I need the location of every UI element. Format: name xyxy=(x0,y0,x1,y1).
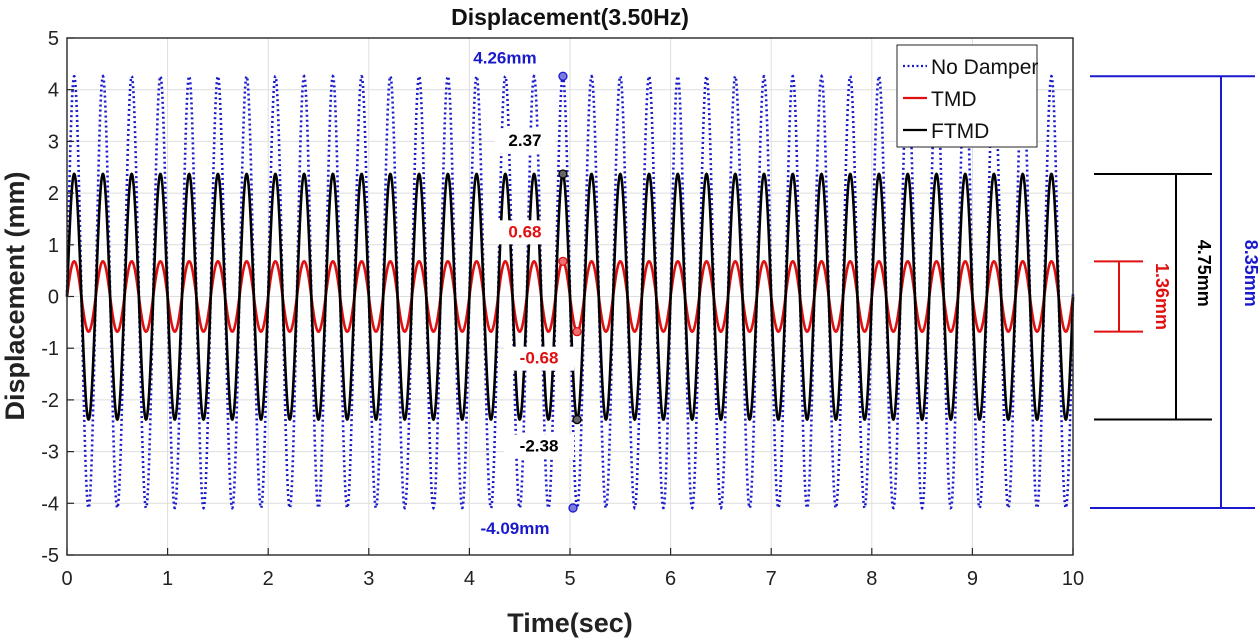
annotation-label: 0.68 xyxy=(508,222,541,241)
data-marker xyxy=(558,71,568,81)
annotation-label: 2.37 xyxy=(508,131,541,150)
y-tick-label: -5 xyxy=(41,545,59,567)
x-tick-label: 5 xyxy=(564,568,575,590)
y-tick-label: -2 xyxy=(41,390,59,412)
annotation-label: -0.68 xyxy=(520,349,559,368)
y-tick-label: -3 xyxy=(41,442,59,464)
chart-title: Displacement(3.50Hz) xyxy=(451,4,689,30)
annotation-label: -2.38 xyxy=(520,437,559,456)
legend-label: TMD xyxy=(931,88,977,111)
x-tick-label: 8 xyxy=(866,568,877,590)
y-tick-label: 5 xyxy=(48,28,59,50)
legend-label: No Damper xyxy=(931,56,1038,79)
x-tick-label: 0 xyxy=(61,568,72,590)
annotation-background xyxy=(504,346,575,371)
annotation-background xyxy=(504,434,575,459)
axis-ticks xyxy=(66,37,1074,556)
x-axis-title: Time(sec) xyxy=(507,608,633,638)
y-tick-label: 3 xyxy=(48,131,59,153)
range-brackets: 1.36mm 4.75mm 8.35mm xyxy=(1090,75,1260,509)
series-ftmd xyxy=(65,172,1075,422)
legend: No Damper TMD FTMD xyxy=(896,44,1038,148)
y-tick-labels: 5 4 3 2 1 0 -1 -2 -3 -4 -5 xyxy=(41,28,59,567)
x-tick-label: 4 xyxy=(464,568,475,590)
marker-layer xyxy=(558,71,582,513)
range-label: 8.35mm xyxy=(1241,240,1260,307)
range-label: 4.75mm xyxy=(1194,240,1214,307)
series-layer xyxy=(65,74,1075,511)
y-axis-title: Displacement (mm) xyxy=(0,171,30,420)
x-tick-label: 2 xyxy=(263,568,274,590)
data-marker xyxy=(568,503,578,513)
data-marker xyxy=(572,327,582,337)
y-tick-label: 4 xyxy=(48,80,59,102)
y-tick-label: 0 xyxy=(48,287,59,309)
annotation-label: 4.26mm xyxy=(473,48,536,67)
x-tick-label: 7 xyxy=(766,568,777,590)
y-tick-label: 1 xyxy=(48,235,59,257)
annotation-background xyxy=(494,128,555,153)
data-marker xyxy=(558,169,568,179)
data-marker xyxy=(558,256,568,266)
annotation-layer: 4.26mm -4.09mm 2.37 -2.38 0.68 -0.68 xyxy=(473,48,575,538)
y-tick-label: -4 xyxy=(41,493,59,515)
annotation-background xyxy=(494,220,555,245)
y-tick-label: -1 xyxy=(41,338,59,360)
y-tick-label: 2 xyxy=(48,183,59,205)
range-label: 1.36mm xyxy=(1152,263,1172,330)
x-tick-label: 6 xyxy=(665,568,676,590)
x-tick-labels: 0 1 2 3 4 5 6 7 8 9 10 xyxy=(61,568,1084,590)
data-marker xyxy=(572,414,582,425)
x-tick-label: 10 xyxy=(1062,568,1084,590)
annotation-label: -4.09mm xyxy=(481,519,550,538)
legend-label: FTMD xyxy=(931,120,989,143)
x-tick-label: 9 xyxy=(967,568,978,590)
x-tick-label: 3 xyxy=(363,568,374,590)
x-tick-label: 1 xyxy=(162,568,173,590)
